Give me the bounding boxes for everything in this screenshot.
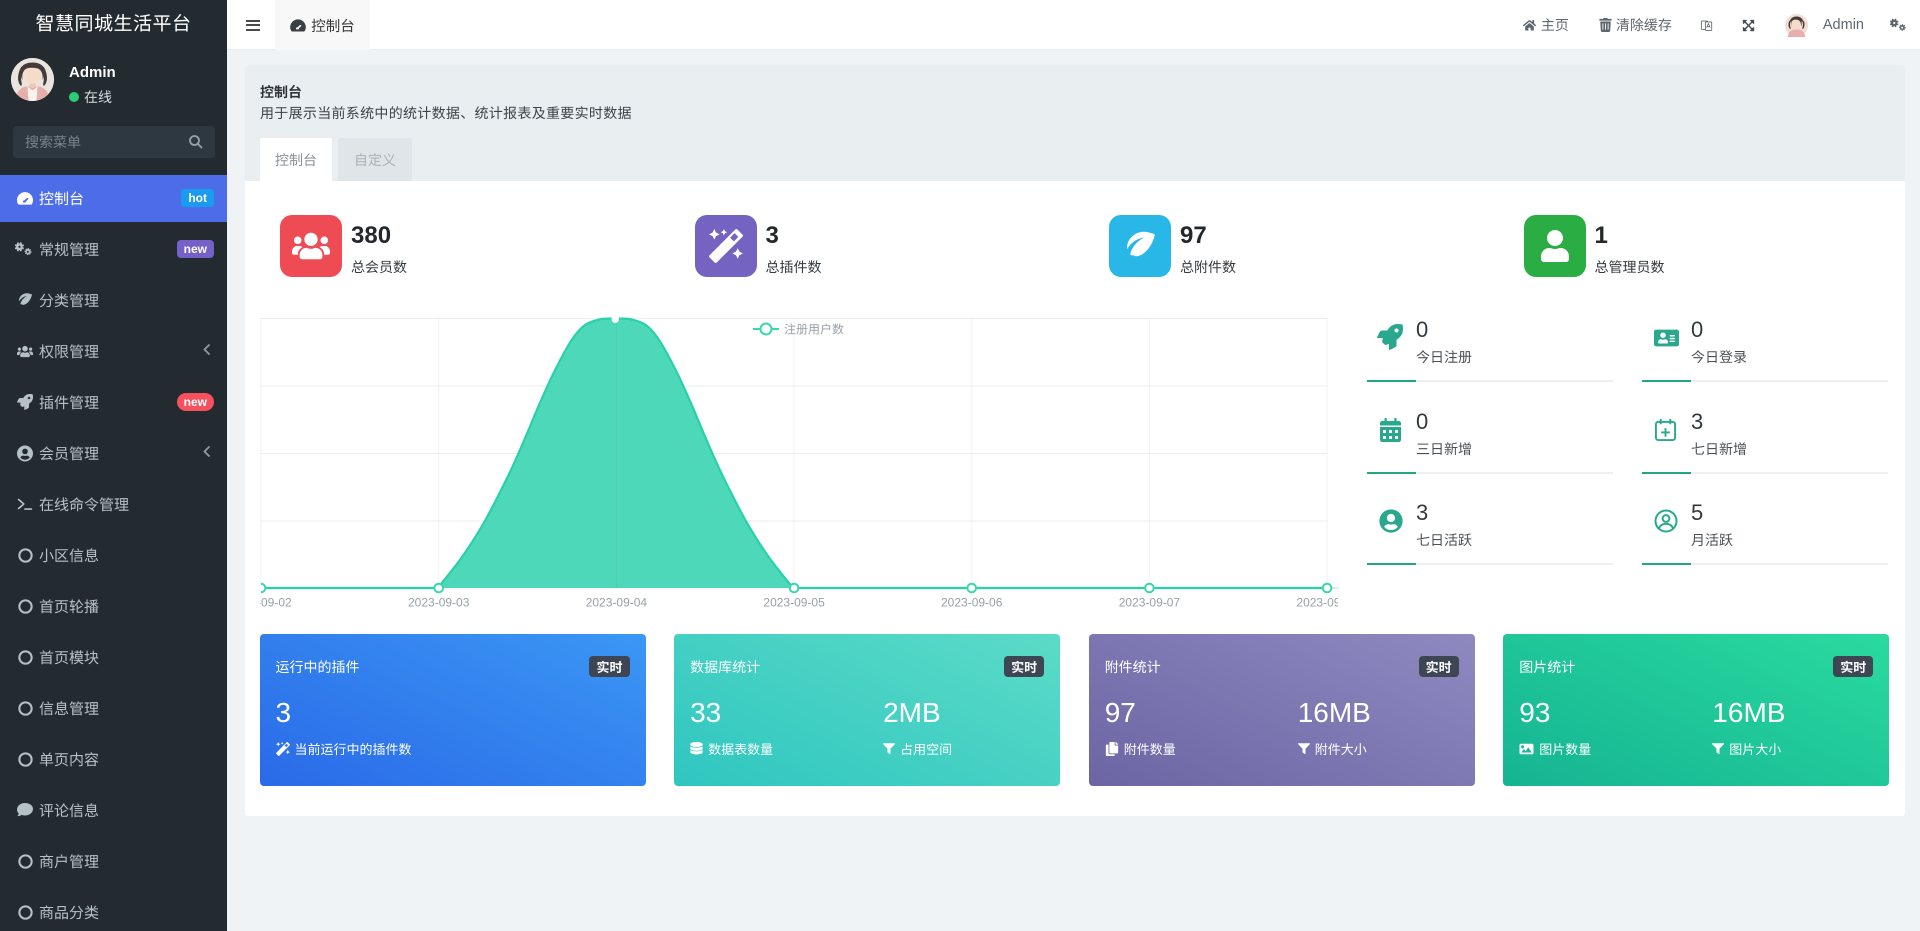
svg-text:2023-09-02: 2023-09-02 [260,596,292,610]
svg-text:2023-09-07: 2023-09-07 [1119,596,1181,610]
svg-text:2023-09-06: 2023-09-06 [941,596,1003,610]
svg-text:2023-09-03: 2023-09-03 [408,596,470,610]
svg-text:2023-09-08: 2023-09-08 [1296,596,1338,610]
svg-text:2023-09-04: 2023-09-04 [586,596,648,610]
svg-text:注册用户数: 注册用户数 [784,323,844,337]
svg-text:2023-09-05: 2023-09-05 [763,596,825,610]
